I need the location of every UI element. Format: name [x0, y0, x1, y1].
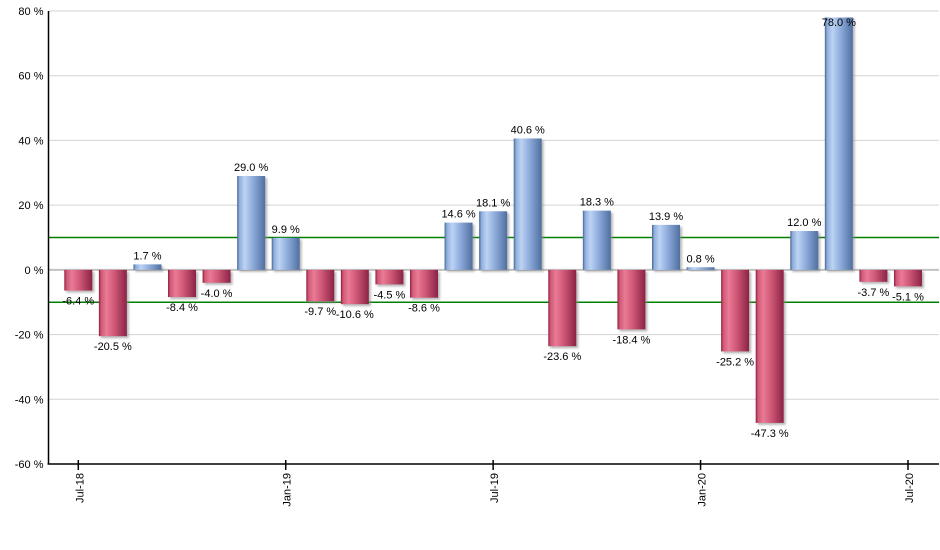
x-axis-tick-label: Jul-18	[74, 473, 86, 503]
bar-dec-19[interactable]	[651, 224, 680, 270]
bar-value-label: -25.2 %	[716, 356, 754, 368]
y-axis-tick-label: -40 %	[15, 394, 44, 406]
axes	[47, 11, 939, 470]
bar-jun-19[interactable]	[444, 222, 473, 270]
bar-value-label: -5.1 %	[892, 291, 924, 303]
bar-value-label: -23.6 %	[543, 351, 581, 363]
bar-aug-19[interactable]	[513, 138, 542, 270]
bar-value-label: 1.7 %	[133, 250, 161, 262]
bar-jun-20[interactable]	[859, 269, 888, 282]
bar-value-label: -10.6 %	[336, 309, 374, 321]
bar-value-label: -6.4 %	[62, 296, 94, 308]
y-axis-tick-label: 60 %	[18, 71, 43, 83]
bar-value-label: -20.5 %	[94, 341, 132, 353]
y-axis-tick-label: 40 %	[18, 135, 43, 147]
x-axis-tick-label: Jan-19	[282, 473, 294, 507]
y-axis-tick-label: -60 %	[15, 459, 44, 471]
bar-value-label: 0.8 %	[686, 253, 714, 265]
bar-nov-18[interactable]	[202, 269, 231, 283]
bar-may-20[interactable]	[824, 17, 853, 270]
bar-mar-19[interactable]	[340, 269, 369, 305]
y-axis-tick-label: 80 %	[18, 6, 43, 18]
bar-apr-19[interactable]	[375, 269, 404, 285]
bar-value-label: -9.7 %	[304, 306, 336, 318]
bar-sep-18[interactable]	[133, 264, 162, 270]
bar-jul-20[interactable]	[893, 269, 922, 287]
bar-value-label: -4.5 %	[374, 289, 406, 301]
bar-jan-19[interactable]	[271, 237, 300, 270]
x-axis-tick-label: Jan-20	[697, 473, 709, 507]
bar-value-label: 18.1 %	[476, 197, 510, 209]
bar-value-label: -8.6 %	[408, 303, 440, 315]
bar-value-label: -4.0 %	[201, 288, 233, 300]
bar-value-label: 9.9 %	[272, 224, 300, 236]
bar-jan-20[interactable]	[686, 267, 715, 270]
bars	[64, 17, 922, 423]
bar-value-label: 78.0 %	[822, 17, 856, 29]
bar-aug-18[interactable]	[98, 269, 127, 337]
bar-oct-18[interactable]	[168, 269, 197, 298]
bar-value-label: -3.7 %	[858, 287, 890, 299]
bar-value-label: -18.4 %	[612, 334, 650, 346]
bar-feb-20[interactable]	[721, 269, 750, 352]
bar-value-label: 12.0 %	[787, 217, 821, 229]
x-axis-tick-label: Jul-20	[904, 473, 916, 503]
bar-value-label: -8.4 %	[166, 302, 198, 314]
y-tick-labels: 80 % 60 % 40 % 20 % 0 % -20 % -40 % -60 %	[15, 6, 44, 471]
y-axis-tick-label: -20 %	[15, 330, 44, 342]
bar-sep-19[interactable]	[548, 269, 577, 347]
bar-value-label: 29.0 %	[234, 162, 268, 174]
x-tick-labels: Jul-18 Jan-19 Jul-19 Jan-20 Jul-20	[74, 473, 916, 507]
bar-mar-20[interactable]	[755, 269, 784, 423]
bar-dec-18[interactable]	[237, 176, 266, 270]
bar-value-label: -47.3 %	[751, 428, 789, 440]
y-axis-tick-label: 20 %	[18, 200, 43, 212]
x-axis-tick-label: Jul-19	[489, 473, 501, 503]
bar-value-label: 18.3 %	[580, 197, 614, 209]
bar-oct-19[interactable]	[582, 210, 611, 270]
bar-apr-20[interactable]	[790, 231, 819, 270]
bar-may-19[interactable]	[410, 269, 438, 298]
bar-nov-19[interactable]	[617, 269, 646, 330]
bar-jul-19[interactable]	[479, 211, 508, 270]
bar-feb-19[interactable]	[306, 269, 335, 302]
bar-jul-18[interactable]	[64, 269, 93, 291]
y-axis-tick-label: 0 %	[25, 265, 44, 277]
bar-value-label: 13.9 %	[649, 211, 683, 223]
bar-value-label: 14.6 %	[441, 209, 475, 221]
bar-value-labels: -6.4 % -20.5 % 1.7 % -8.4 %-4.0 % 29.0 % 9.9 …	[62, 17, 924, 440]
bar-value-label: 40.6 %	[511, 124, 545, 136]
